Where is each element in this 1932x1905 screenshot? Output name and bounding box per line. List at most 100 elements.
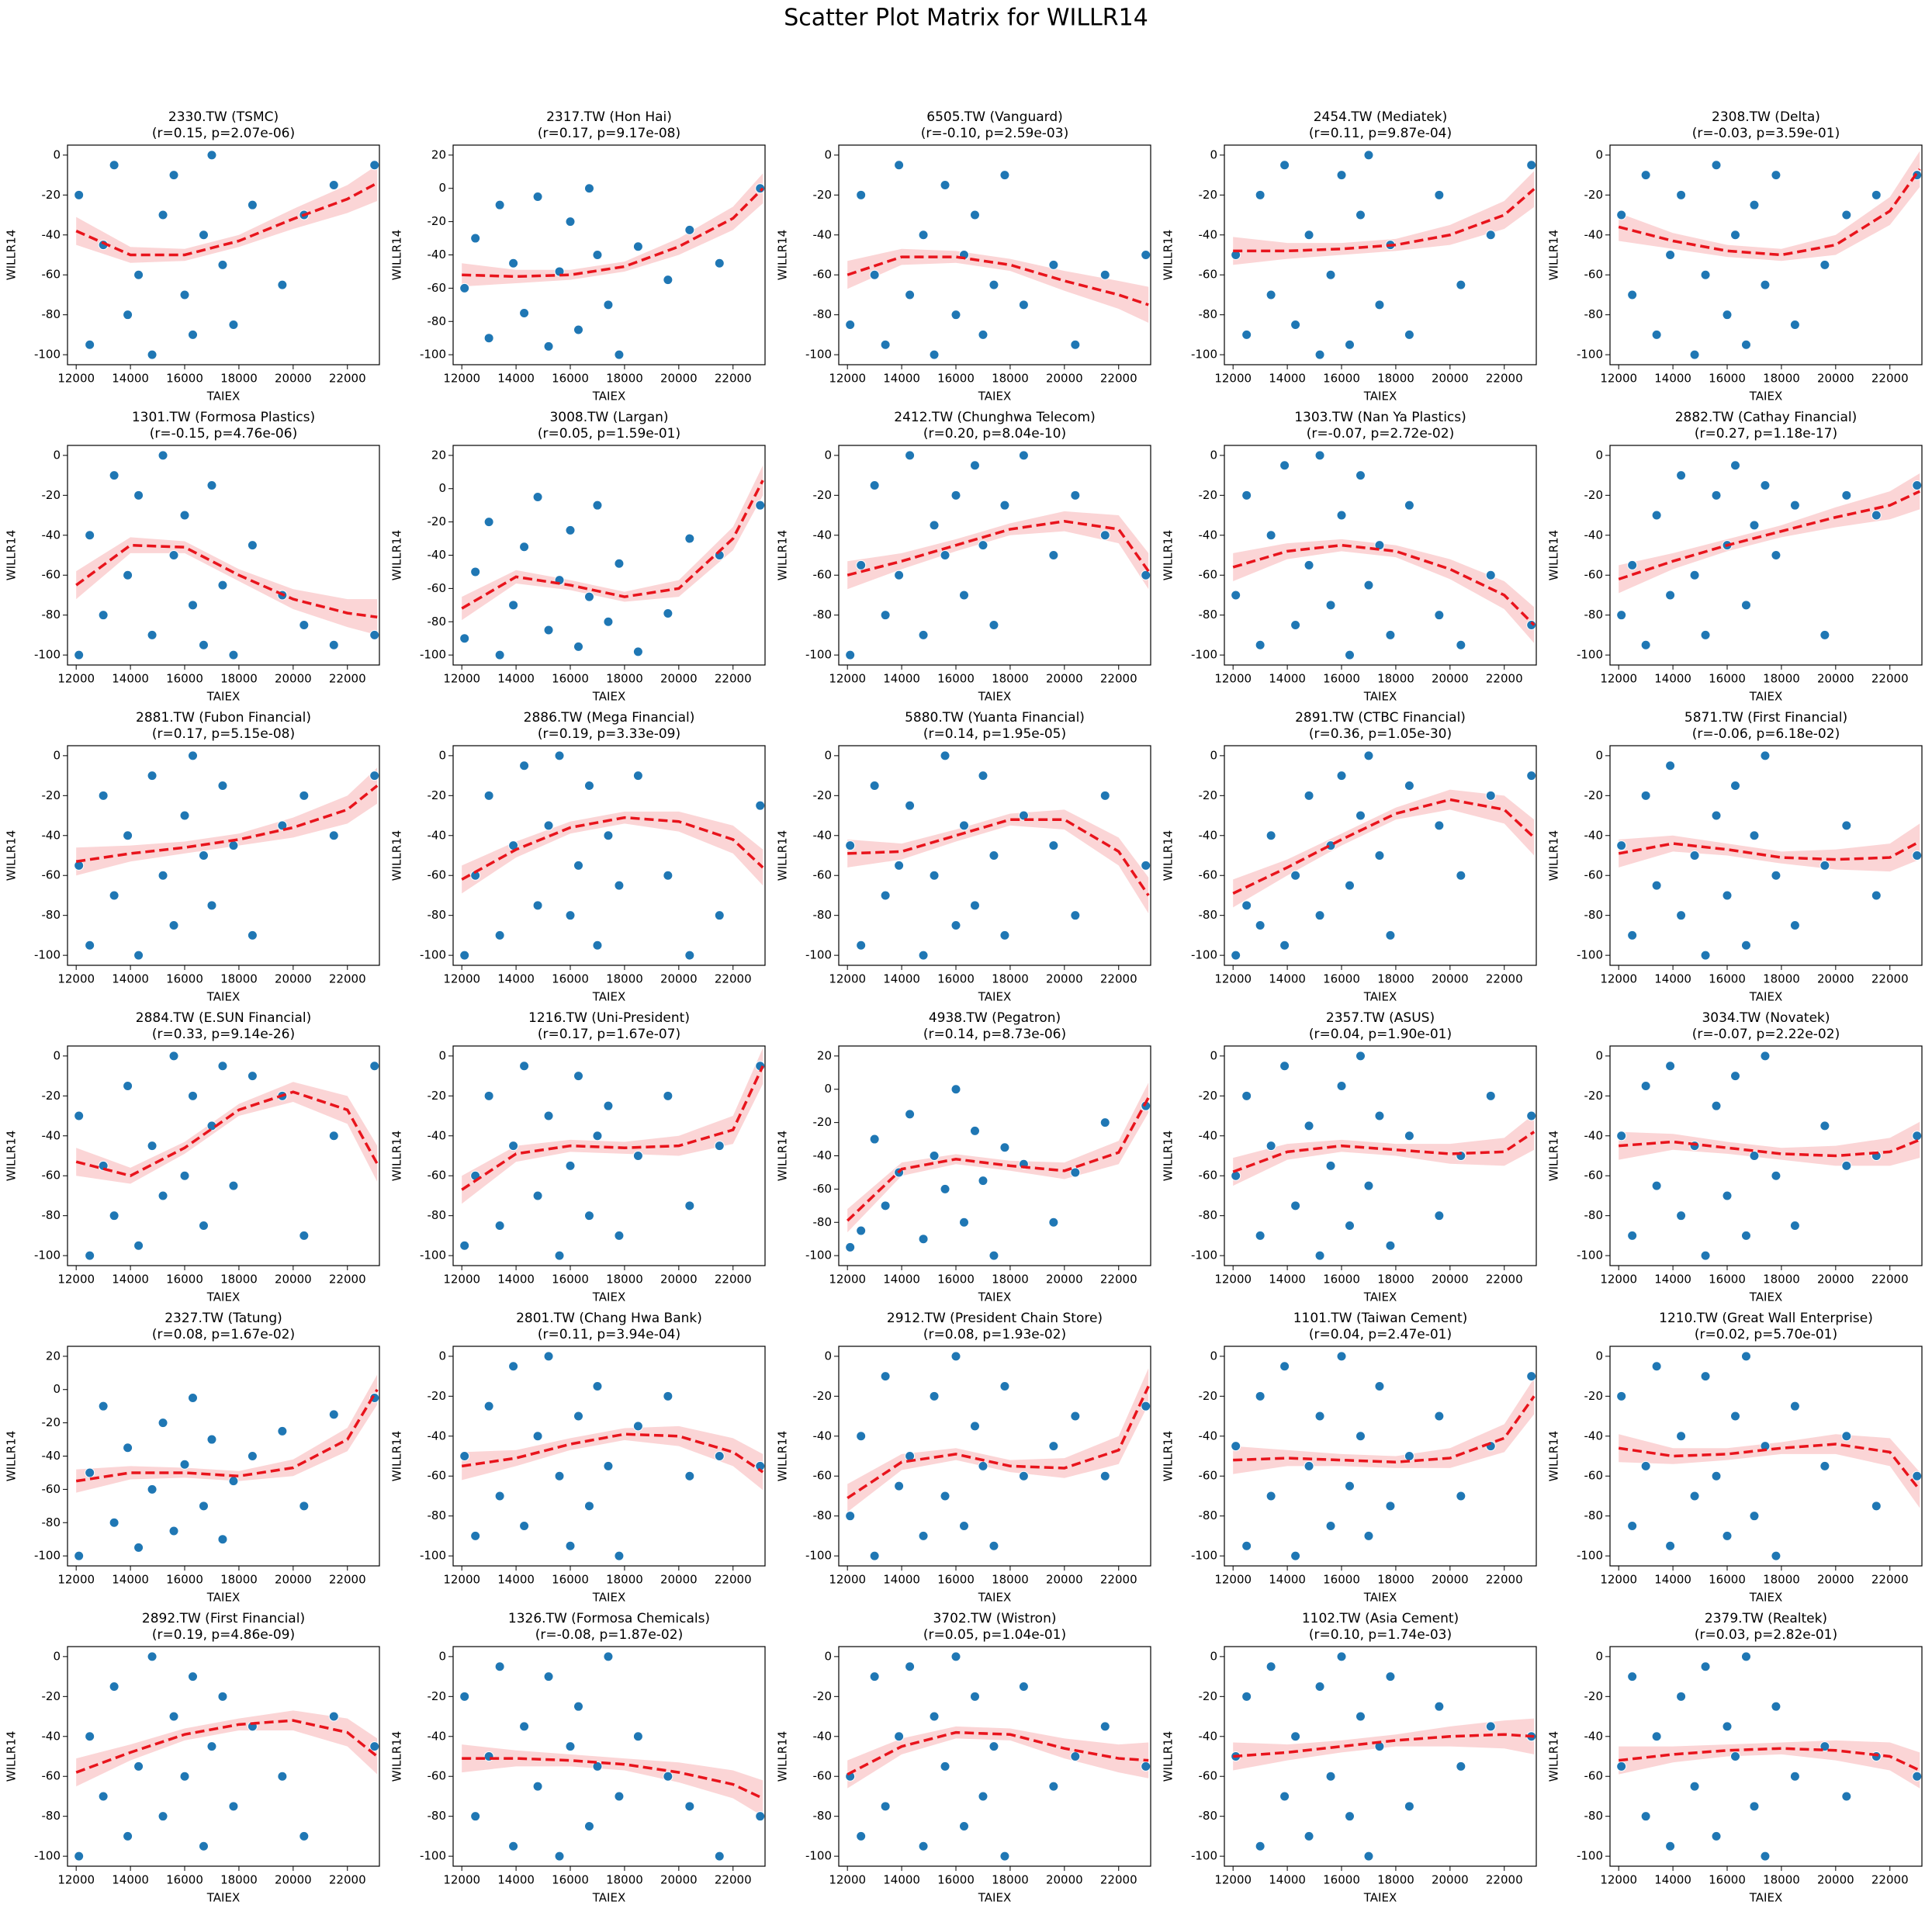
point — [228, 320, 239, 331]
x-tick-label: 12000 — [1600, 672, 1637, 686]
point — [1325, 1521, 1336, 1532]
x-tick-label: 22000 — [715, 372, 752, 386]
x-tick-label: 20000 — [1817, 1573, 1854, 1587]
axes-frame — [452, 1045, 766, 1266]
point — [198, 230, 209, 241]
point — [845, 1242, 856, 1252]
x-axis-label: TAIEX — [206, 1591, 240, 1605]
point — [1363, 150, 1374, 161]
point — [459, 1240, 470, 1251]
x-tick-label: 18000 — [1377, 1873, 1414, 1887]
x-tick-label: 12000 — [1214, 672, 1252, 686]
x-tick-label: 12000 — [1600, 1873, 1637, 1887]
x-tick-label: 20000 — [1432, 672, 1469, 686]
subplot-stats: (r=-0.07, p=2.72e-02) — [1307, 426, 1454, 442]
x-tick-label: 20000 — [1432, 372, 1469, 386]
y-tick-label: -100 — [34, 1849, 61, 1863]
point — [168, 1526, 179, 1536]
subplot: 4938.TW (Pegatron)(r=0.14, p=8.73e-06) 12… — [776, 1010, 1151, 1304]
point — [206, 1434, 217, 1445]
y-axis-label: WILLR14 — [776, 1131, 790, 1181]
point — [1456, 639, 1466, 650]
point — [940, 550, 950, 560]
trend-line — [847, 1385, 1150, 1499]
x-axis-label: TAIEX — [592, 1591, 625, 1605]
subplot-stats: (r=0.14, p=8.73e-06) — [923, 1027, 1066, 1042]
x-tick-label: 22000 — [329, 1273, 366, 1287]
plot-area — [1231, 150, 1536, 360]
y-tick-label: -80 — [428, 615, 447, 629]
point — [1912, 1131, 1922, 1141]
y-tick-label: -40 — [42, 1449, 61, 1463]
y-tick-label: -20 — [42, 1689, 61, 1703]
y-axis-label: WILLR14 — [776, 1731, 790, 1782]
point — [950, 1084, 961, 1095]
y-tick-label: -60 — [42, 1769, 61, 1783]
x-tick-label: 22000 — [329, 972, 366, 986]
point — [459, 282, 470, 293]
point — [1651, 880, 1662, 891]
y-tick-label: -100 — [805, 648, 832, 662]
point — [856, 940, 867, 951]
point — [1314, 450, 1325, 461]
point — [1627, 559, 1638, 570]
plot-area — [845, 750, 1151, 961]
point — [1434, 189, 1445, 200]
point — [519, 1061, 530, 1072]
point — [1279, 940, 1290, 951]
point — [573, 1411, 583, 1422]
point — [929, 520, 940, 531]
point — [247, 930, 258, 940]
y-tick-label: -80 — [1584, 307, 1604, 321]
trend-line — [461, 480, 764, 610]
point — [950, 1351, 961, 1362]
trend-line — [846, 1096, 1150, 1222]
x-tick-label: 12000 — [1214, 1273, 1252, 1287]
y-tick-label: -40 — [813, 227, 833, 241]
x-tick-label: 22000 — [329, 372, 366, 386]
y-tick-label: -100 — [1191, 1249, 1217, 1262]
point — [1279, 1791, 1290, 1802]
x-tick-label: 16000 — [937, 1273, 975, 1287]
y-tick-label: -40 — [1199, 1729, 1218, 1743]
subplot: 2379.TW (Realtek)(r=0.03, p=2.82e-01) 120… — [1547, 1611, 1923, 1905]
point — [1640, 1811, 1651, 1822]
y-tick-label: -80 — [428, 314, 447, 328]
y-tick-label: -40 — [42, 1729, 61, 1743]
x-tick-label: 14000 — [1269, 672, 1306, 686]
subplot-stats: (r=0.08, p=1.67e-02) — [152, 1327, 295, 1342]
axes-frame — [1224, 1045, 1537, 1266]
point — [1841, 1791, 1852, 1802]
point — [1018, 1470, 1029, 1481]
point — [1255, 639, 1265, 650]
y-tick-label: 0 — [53, 448, 61, 462]
point — [1651, 1180, 1662, 1191]
axes-frame — [67, 144, 380, 365]
x-tick-label: 14000 — [112, 1873, 149, 1887]
point — [978, 1176, 989, 1186]
point — [1290, 1200, 1301, 1211]
point — [714, 1141, 725, 1152]
point — [1729, 1751, 1740, 1761]
confidence-band — [1233, 1378, 1535, 1474]
x-tick-label: 16000 — [1323, 972, 1360, 986]
confidence-band — [462, 1425, 763, 1491]
point — [978, 1791, 989, 1802]
point — [1789, 1771, 1800, 1782]
point — [1290, 320, 1301, 331]
y-tick-label: -80 — [1199, 908, 1218, 922]
y-tick-label: -100 — [805, 948, 832, 962]
point — [929, 1391, 940, 1401]
point — [565, 1540, 576, 1551]
y-tick-label: -40 — [428, 548, 447, 562]
y-tick-label: -20 — [1199, 1389, 1218, 1403]
point — [179, 510, 190, 521]
axes-frame — [838, 144, 1151, 365]
point — [573, 324, 583, 335]
plot-area — [1616, 750, 1922, 961]
y-axis-label: WILLR14 — [390, 230, 404, 280]
point — [940, 179, 950, 190]
point — [573, 1071, 583, 1082]
point — [158, 210, 168, 220]
y-axis-label: WILLR14 — [1547, 830, 1561, 881]
